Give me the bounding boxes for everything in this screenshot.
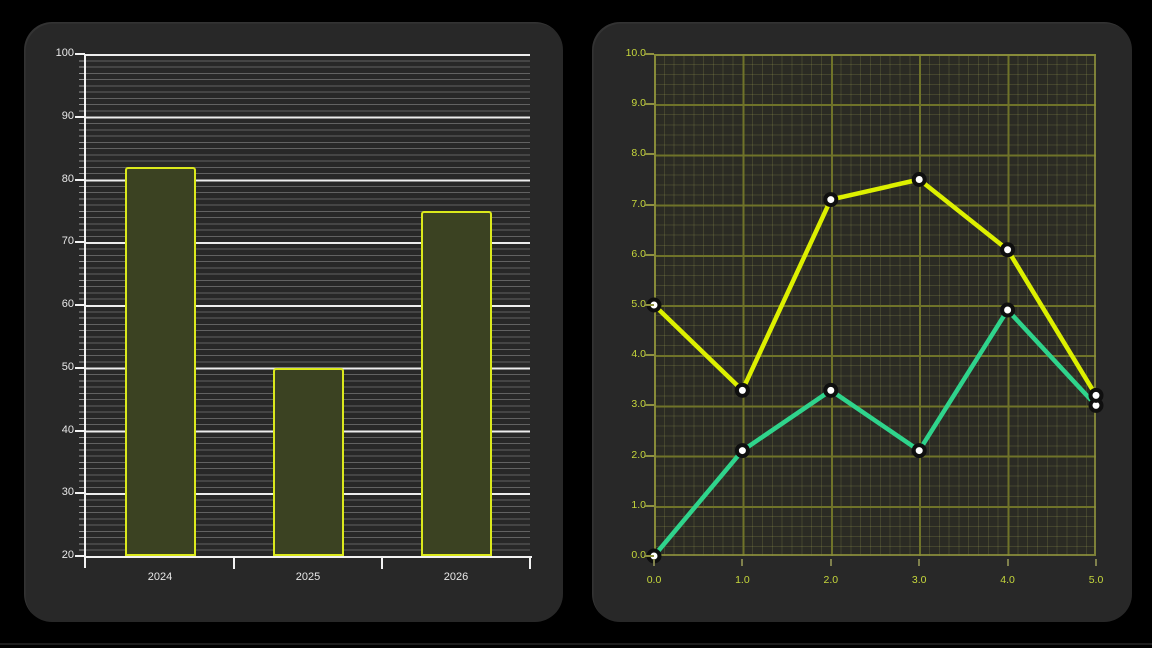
y-tick-label: 90 [61,109,74,122]
x-tick-label: 2024 [147,571,173,583]
y-major-tick [645,304,654,306]
x-tick-label: 2026 [443,571,469,583]
y-tick-label: 60 [61,298,74,310]
y-tick-label: 100 [55,47,74,59]
line-chart-plot-area [646,54,1104,564]
series-green-marker [911,443,927,459]
series-yellow-marker [734,382,750,398]
y-tick-label: 4.0 [631,348,646,361]
y-major-tick [645,454,654,457]
y-major-tick [75,492,85,495]
x-major-tick [741,559,744,566]
y-tick-label: 10.0 [625,47,646,59]
x-boundary-tick [529,556,531,569]
series-green-line [651,307,1099,559]
bar-2024 [124,166,196,556]
y-tick-label: 20 [61,549,74,561]
y-major-tick [645,253,654,256]
y-major-tick [75,366,85,369]
y-major-tick [645,555,654,557]
y-major-tick [645,203,654,206]
y-major-tick [75,115,85,118]
y-tick-label: 80 [61,172,74,185]
y-tick-label: 5.0 [631,298,646,310]
series-yellow-marker [1000,242,1016,258]
y-tick-label: 8.0 [631,147,646,160]
y-tick-label: 30 [61,486,74,499]
y-major-tick [75,429,85,432]
y-major-tick [645,504,654,507]
y-major-tick [645,103,654,106]
y-major-tick [645,153,654,156]
x-major-tick [653,559,655,566]
bar-2025 [272,367,344,556]
y-major-tick [75,555,85,557]
y-tick-label: 9.0 [631,97,646,110]
y-tick-label: 70 [61,235,74,248]
x-major-tick [918,559,921,566]
x-tick-label: 2.0 [823,574,839,586]
y-tick-label: 50 [61,360,74,373]
y-major-tick [75,53,85,55]
y-major-tick [75,241,85,244]
y-tick-label: 1.0 [631,498,646,511]
series-green-marker [1000,302,1016,318]
x-tick-label: 5.0 [1088,574,1104,586]
y-tick-label: 40 [61,423,74,436]
x-tick-label: 3.0 [911,574,927,586]
series-yellow-marker [911,172,927,187]
x-major-tick [829,559,832,566]
x-major-tick [1006,559,1009,566]
y-tick-label: 6.0 [631,247,646,260]
x-boundary-tick [381,556,383,569]
series-yellow-line [651,177,1099,398]
line-chart-series-layer [646,172,1104,564]
bar-chart-x-axis [84,556,532,558]
series-green-marker [734,443,750,459]
series-green-marker [823,382,839,398]
y-major-tick [75,304,85,306]
series-yellow-marker [1088,387,1104,403]
y-major-tick [645,354,654,357]
x-tick-label: 0.0 [646,574,662,586]
bar-2026 [420,210,492,556]
bottom-reflection-line [0,643,1152,645]
y-major-tick [645,53,654,55]
x-major-tick [1095,559,1097,566]
y-major-tick [645,404,654,407]
y-tick-label: 3.0 [631,398,646,411]
y-tick-label: 0.0 [631,549,646,561]
x-tick-label: 2025 [295,571,321,583]
line-chart-panel: 0.0 1.0 2.0 3.0 4.0 5.0 6.0 7.0 8.0 9.0 10.0 0.0 1.0… [592,22,1132,622]
y-tick-label: 7.0 [631,197,646,210]
y-tick-label: 2.0 [631,448,646,461]
y-major-tick [75,178,85,181]
x-boundary-tick [233,556,235,569]
x-tick-label: 1.0 [735,574,750,586]
bar-chart-panel: 100 90 80 70 60 50 40 30 20 2024 2025 2026 [24,22,563,622]
x-tick-label: 4.0 [1000,574,1015,586]
series-yellow-marker [823,192,839,208]
